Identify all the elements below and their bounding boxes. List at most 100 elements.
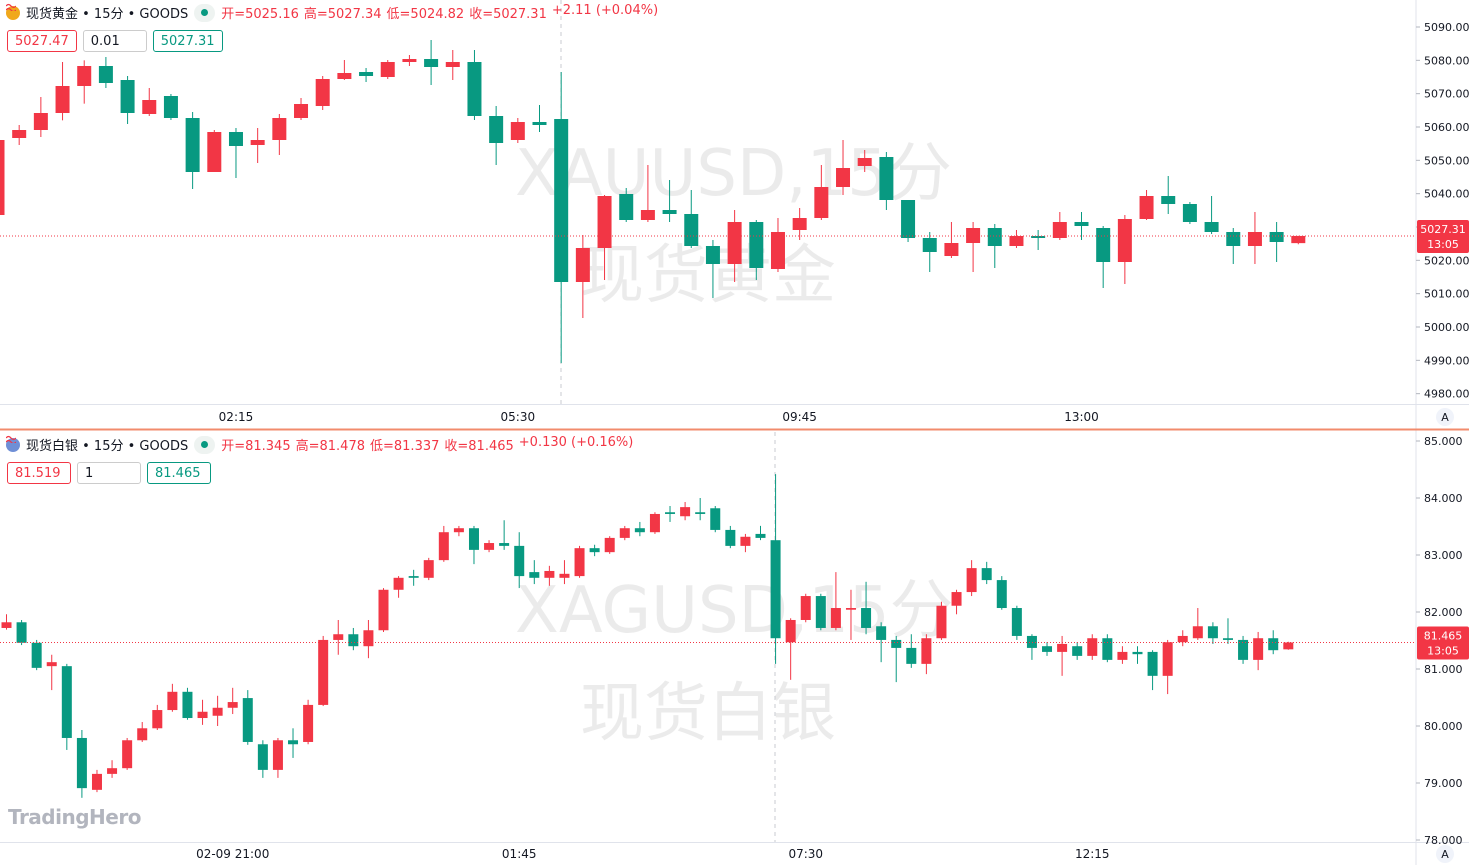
- candle-body: [951, 592, 962, 606]
- candle-body: [348, 634, 359, 647]
- y-tick-label: 5070.00: [1424, 88, 1469, 101]
- candle-body: [337, 73, 352, 79]
- candle-body: [1026, 635, 1037, 648]
- buy-price-button[interactable]: 5027.47: [7, 30, 77, 52]
- candle-body: [1057, 643, 1068, 652]
- quantity-input[interactable]: 0.01: [82, 30, 147, 52]
- y-tick-label: 83.000: [1424, 549, 1463, 562]
- scale-button-bg: [1436, 408, 1454, 426]
- candle-body: [1147, 651, 1158, 676]
- candle-body: [1253, 638, 1264, 660]
- candle-body: [1247, 232, 1262, 246]
- candle-body: [46, 662, 57, 667]
- candle-body: [484, 543, 495, 550]
- candle-body: [619, 528, 630, 538]
- candle-body: [453, 528, 464, 533]
- brand-logo: TradingHero: [8, 805, 141, 829]
- quantity-input[interactable]: 1: [77, 462, 141, 484]
- candle-body: [785, 619, 796, 643]
- candle-body: [966, 568, 977, 593]
- y-tick-label: 5050.00: [1424, 154, 1469, 167]
- candle-body: [1052, 222, 1067, 238]
- y-tick-label: 5080.00: [1424, 54, 1469, 67]
- candle-body: [122, 740, 133, 769]
- candle-body: [445, 62, 460, 67]
- candle-body: [705, 246, 720, 264]
- candle-body: [120, 80, 135, 113]
- candle-body: [597, 196, 612, 248]
- candle-body: [1192, 626, 1203, 639]
- candle-body: [242, 698, 253, 742]
- candle-body: [1102, 638, 1113, 660]
- candle-body: [1162, 642, 1173, 676]
- candle-body: [315, 79, 330, 106]
- candle-body: [815, 596, 826, 628]
- candle-body: [272, 740, 283, 770]
- sell-price-button[interactable]: 81.465: [147, 462, 211, 484]
- watermark: 现货白银: [580, 677, 836, 751]
- last-price-tag: [1417, 219, 1469, 253]
- candle-body: [921, 638, 932, 664]
- ohlc-value: 开=5025.16: [221, 7, 299, 22]
- ohlc-values: 开=5025.16 高=5027.34 低=5024.82 收=5027.31 +2.1…: [221, 3, 658, 22]
- y-tick-label: 84.000: [1424, 492, 1463, 505]
- candle-body: [1042, 646, 1053, 652]
- buy-price-button[interactable]: 81.519: [7, 462, 71, 484]
- symbol-title: 现货黄金 • 15分 • GOODS: [26, 7, 189, 22]
- candle-body: [1283, 642, 1294, 650]
- candle-body: [987, 228, 1002, 246]
- candle-body: [288, 740, 299, 745]
- candle-body: [408, 576, 419, 578]
- x-tick-label: 02-09 21:00: [196, 847, 269, 861]
- candle-body: [814, 187, 829, 218]
- candle-body: [318, 639, 329, 705]
- candle-body: [1117, 219, 1132, 262]
- candle-body: [197, 711, 208, 719]
- scale-button[interactable]: A: [1441, 411, 1449, 424]
- candle-body: [936, 605, 947, 639]
- candle-body: [575, 248, 590, 282]
- candle-body: [294, 104, 309, 118]
- candle-body: [227, 702, 238, 708]
- candle-body: [544, 570, 555, 578]
- candle-body: [12, 130, 27, 138]
- candle-body: [1009, 236, 1024, 246]
- y-tick-label: 5000.00: [1424, 321, 1469, 334]
- watermark: XAUUSD,15分: [515, 137, 952, 211]
- status-pill: [6, 3, 216, 22]
- ohlc-value: 开=81.345: [221, 439, 291, 454]
- y-tick-label: 5010.00: [1424, 288, 1469, 301]
- candle-body: [61, 666, 72, 738]
- ohlc-value: +2.11 (+0.04%): [551, 3, 659, 18]
- candle-body: [212, 707, 223, 716]
- candle-body: [257, 744, 268, 770]
- candle-body: [363, 630, 374, 647]
- countdown-label: 13:05: [1427, 238, 1459, 251]
- scale-button[interactable]: A: [1441, 848, 1449, 861]
- candle-body: [1087, 638, 1098, 656]
- candle-body: [640, 210, 655, 220]
- candle-body: [185, 118, 200, 172]
- candle-body: [1139, 196, 1154, 219]
- candle-body: [1269, 232, 1284, 242]
- y-tick-label: 85.000: [1424, 435, 1463, 448]
- candle-body: [76, 737, 87, 789]
- candle-body: [182, 691, 193, 719]
- sell-price-button[interactable]: 5027.31: [152, 30, 223, 52]
- candle-body: [906, 647, 917, 664]
- ohlc-value: 低=81.337: [370, 439, 440, 454]
- candle-body: [634, 528, 645, 533]
- candle-body: [98, 66, 113, 83]
- candle-body: [532, 122, 547, 125]
- ohlc-value: 收=5027.31: [469, 7, 547, 22]
- symbol-title: 现货白银 • 15分 • GOODS: [26, 439, 189, 454]
- candle-body: [31, 642, 42, 668]
- candle-body: [333, 634, 344, 640]
- candle-body: [489, 116, 504, 143]
- candle-body: [559, 573, 570, 578]
- candle-body: [1177, 635, 1188, 643]
- series-legend: 现货黄金 • 15分 • GOODS 开=5025.16 高=5027.34 低=50…: [6, 3, 658, 22]
- y-tick-label: 5040.00: [1424, 188, 1469, 201]
- x-tick-label: 12:15: [1075, 847, 1110, 861]
